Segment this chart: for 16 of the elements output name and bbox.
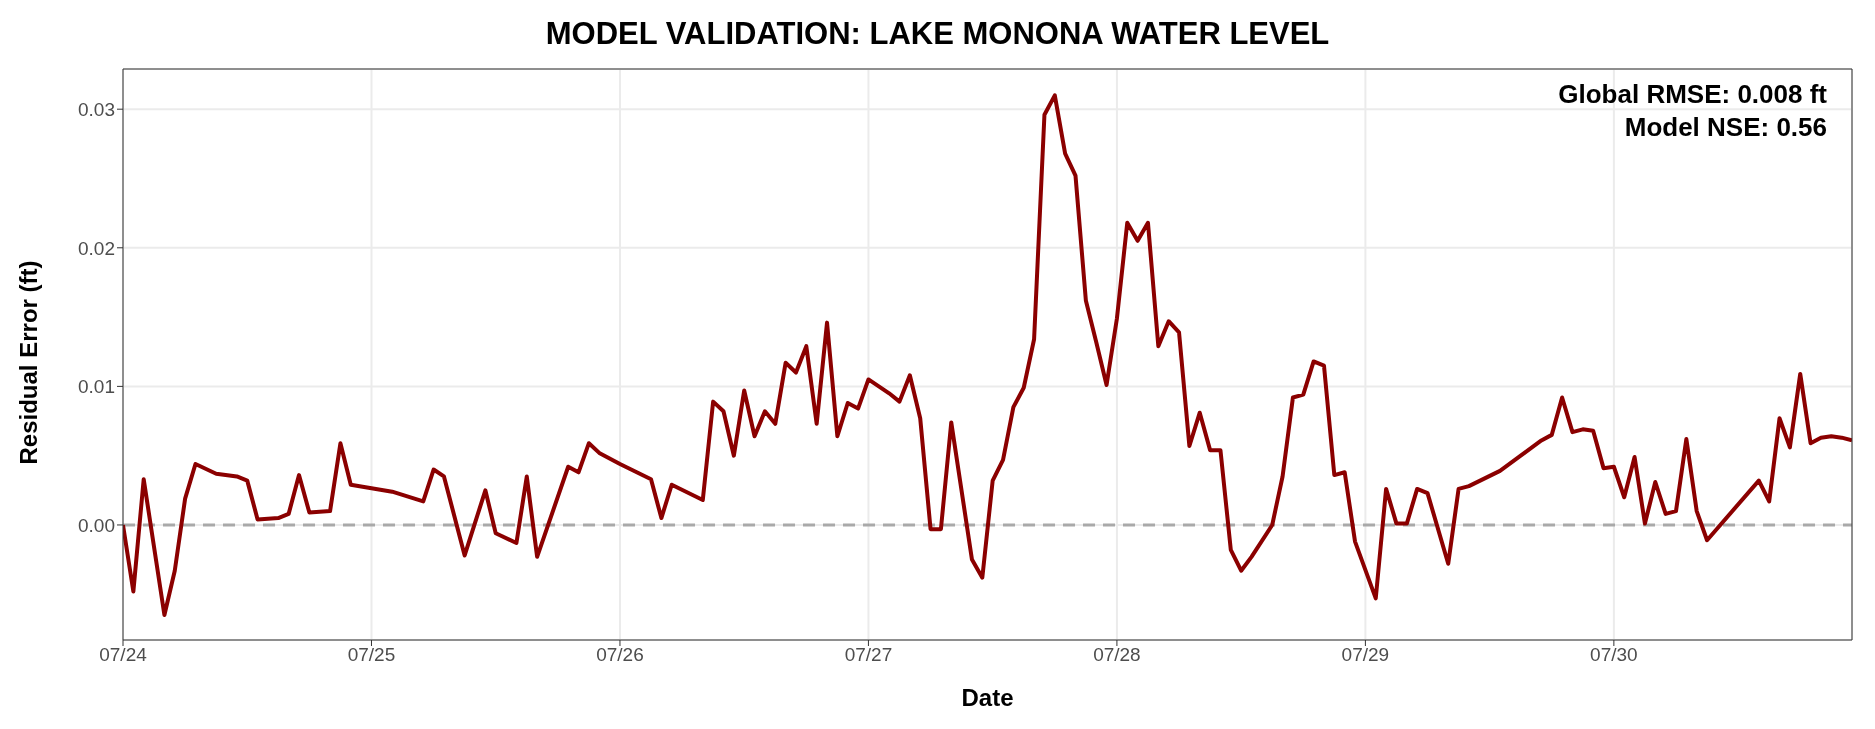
y-tick-label: 0.02 (78, 237, 115, 259)
x-axis-title: Date (961, 684, 1014, 711)
x-tick-label: 07/29 (1341, 644, 1390, 666)
x-tick-label: 07/24 (99, 644, 148, 666)
x-tick-label: 07/27 (844, 644, 893, 666)
y-tick-label: 0.00 (78, 514, 115, 536)
x-tick-label: 07/30 (1590, 644, 1638, 666)
y-tick-label: 0.01 (78, 376, 115, 398)
chart-title: MODEL VALIDATION: LAKE MONONA WATER LEVEL (544, 15, 1331, 53)
annotation: Model NSE: 0.56 (1623, 111, 1827, 144)
x-tick-label: 07/28 (1093, 644, 1141, 666)
y-tick-label: 0.03 (78, 98, 115, 120)
x-tick-label: 07/26 (596, 644, 644, 666)
y-axis-title: Residual Error (ft) (14, 260, 42, 465)
x-tick-label: 07/25 (347, 644, 396, 666)
annotation: Global RMSE: 0.008 ft (1558, 78, 1827, 111)
